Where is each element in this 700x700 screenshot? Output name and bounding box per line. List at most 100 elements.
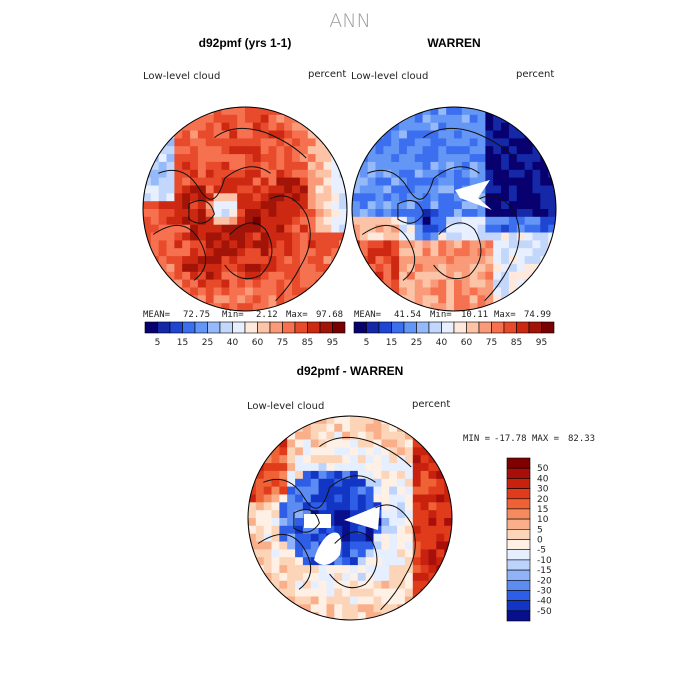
- map-grid-cell: [375, 232, 384, 241]
- map-grid-cell: [323, 185, 332, 194]
- map-grid-cell: [255, 541, 265, 550]
- map-grid-cell: [276, 232, 285, 241]
- map-grid-cell: [485, 271, 494, 281]
- map-grid-cell: [365, 423, 375, 433]
- map-grid-cell: [260, 169, 270, 179]
- map-grid-cell: [295, 518, 304, 527]
- map-grid-cell: [422, 154, 431, 163]
- map-grid-cell: [438, 161, 447, 171]
- map-grid-cell: [532, 232, 541, 241]
- map-grid-cell: [205, 193, 215, 202]
- map-grid-cell: [205, 240, 215, 249]
- map-grid-cell: [158, 169, 168, 179]
- map-grid-cell: [438, 279, 447, 288]
- map-grid-cell: [299, 279, 309, 288]
- map-grid-cell: [307, 138, 317, 147]
- panel-model-stats-min: 2.12: [256, 310, 278, 320]
- map-grid-cell: [310, 533, 320, 543]
- map-grid-cell: [197, 122, 207, 132]
- map-grid-cell: [422, 216, 431, 226]
- map-grid-cell: [213, 146, 222, 155]
- map-grid-cell: [213, 248, 222, 257]
- colorbar-swatch: [506, 518, 531, 530]
- map-grid-cell: [493, 138, 502, 147]
- map-grid-cell: [229, 193, 238, 202]
- map-grid-cell: [430, 256, 439, 265]
- map-grid-cell: [326, 604, 335, 613]
- map-grid-cell: [501, 146, 510, 155]
- map-grid-cell: [334, 470, 343, 480]
- map-grid-cell: [461, 107, 471, 116]
- map-grid-cell: [150, 177, 160, 186]
- map-grid-cell: [284, 232, 293, 241]
- map-grid-cell: [292, 161, 301, 171]
- map-grid-cell: [197, 287, 207, 296]
- map-grid-cell: [350, 486, 359, 495]
- map-grid-cell: [412, 486, 422, 495]
- map-grid-cell: [430, 295, 439, 304]
- map-grid-cell: [310, 423, 320, 433]
- map-grid-cell: [389, 463, 398, 472]
- map-grid-cell: [302, 478, 312, 488]
- map-grid-cell: [315, 130, 324, 139]
- map-grid-cell: [352, 161, 361, 171]
- map-grid-cell: [342, 416, 351, 425]
- map-grid-cell: [375, 130, 384, 139]
- map-grid-cell: [323, 169, 332, 179]
- map-grid-cell: [326, 572, 335, 582]
- map-grid-cell: [299, 271, 309, 281]
- map-grid-cell: [381, 518, 390, 527]
- map-grid-cell: [255, 478, 265, 488]
- map-coastline: [270, 195, 311, 302]
- map-grid-cell: [438, 271, 447, 281]
- map-grid-cell: [263, 478, 273, 488]
- map-grid-cell: [268, 146, 277, 155]
- panel-model-stats-max: 97.68: [316, 310, 343, 320]
- map-grid-cell: [190, 201, 199, 210]
- colorbar-swatch: [403, 321, 417, 334]
- map-grid-cell: [197, 138, 207, 147]
- map-grid-cell: [326, 416, 335, 425]
- map-grid-cell: [292, 295, 301, 304]
- map-grid-cell: [310, 565, 320, 574]
- map-grid-cell: [339, 209, 347, 218]
- map-grid-cell: [268, 263, 277, 273]
- map-grid-cell: [461, 146, 471, 155]
- map-grid-cell: [326, 565, 335, 574]
- map-grid-cell: [150, 193, 160, 202]
- map-grid-cell: [271, 533, 280, 543]
- map-grid-cell: [438, 232, 447, 241]
- map-grid-cell: [197, 279, 207, 288]
- map-grid-cell: [315, 248, 324, 257]
- panel-model-title: d92pmf (yrs 1-1): [199, 36, 292, 50]
- map-grid-cell: [508, 193, 518, 202]
- map-grid-cell: [422, 295, 431, 304]
- map-grid-cell: [166, 279, 175, 288]
- map-grid-cell: [252, 138, 262, 147]
- map-grid-cell: [383, 161, 392, 171]
- map-grid-cell: [263, 557, 273, 566]
- map-grid-cell: [399, 232, 408, 241]
- map-grid-cell: [367, 232, 377, 241]
- colorbar-tick-label: 40: [227, 338, 239, 348]
- map-grid-cell: [477, 295, 486, 304]
- map-grid-cell: [516, 146, 526, 155]
- map-grid-cell: [422, 138, 431, 147]
- map-grid-cell: [182, 114, 191, 124]
- map-grid-cell: [276, 248, 285, 257]
- map-grid-cell: [508, 154, 518, 163]
- map-grid-cell: [143, 248, 152, 257]
- map-grid-cell: [166, 224, 175, 234]
- map-grid-cell: [279, 588, 288, 597]
- map-grid-cell: [501, 201, 510, 210]
- map-grid-cell: [276, 256, 285, 265]
- map-grid-cell: [375, 201, 384, 210]
- colorbar-tick-label: 50: [537, 464, 549, 474]
- map-grid-cell: [318, 470, 327, 480]
- map-grid-cell: [292, 122, 301, 132]
- map-grid-cell: [295, 502, 304, 511]
- map-grid-cell: [406, 177, 416, 186]
- map-grid-cell: [307, 161, 317, 171]
- map-grid-cell: [446, 224, 455, 234]
